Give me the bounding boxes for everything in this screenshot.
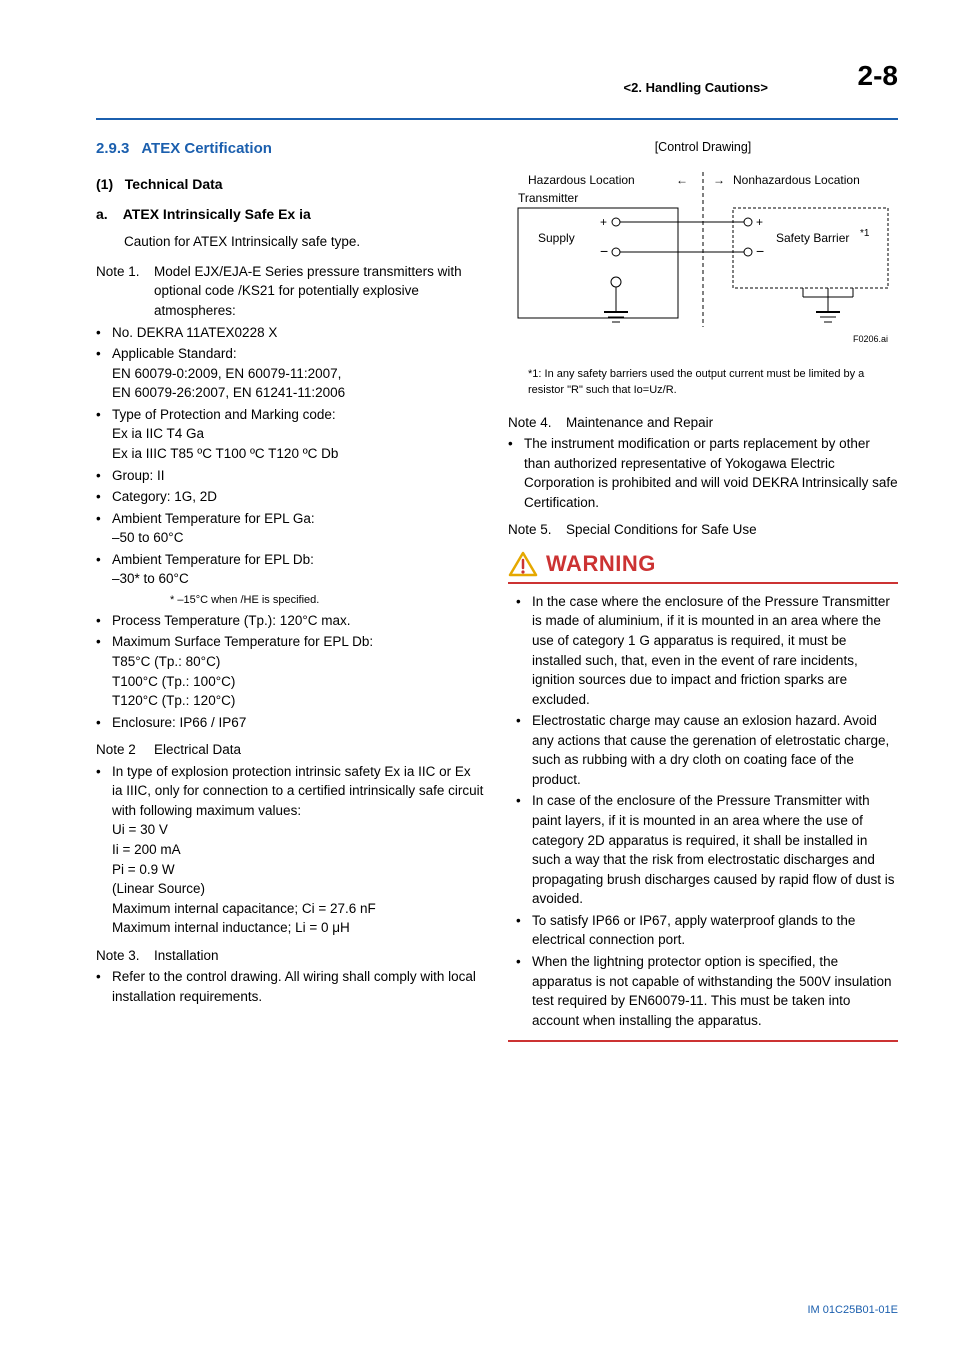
drawing-footnote: *1: In any safety barriers used the outp… [528, 367, 878, 399]
page-number: 2-8 [858, 60, 898, 92]
two-column-layout: 2.9.3 ATEX Certification (1) Technical D… [96, 138, 898, 1042]
note-3-bullets: •Refer to the control drawing. All wirin… [96, 967, 484, 1006]
barrier-label: Safety Barrier [776, 231, 849, 245]
list-item: Maximum Surface Temperature for EPL Db:T… [112, 632, 484, 710]
control-drawing-block: [Control Drawing] Hazardous Location ← →… [508, 138, 898, 399]
sub-a-title: ATEX Intrinsically Safe Ex ia [123, 206, 311, 222]
hazardous-label: Hazardous Location [528, 173, 635, 187]
list-item: When the lightning protector option is s… [532, 952, 898, 1030]
note-1-bullets-cont: •Process Temperature (Tp.): 120°C max. •… [96, 611, 484, 732]
figure-id: F0206.ai [853, 334, 888, 344]
list-item: Process Temperature (Tp.): 120°C max. [112, 611, 484, 631]
subsection-heading: (1) Technical Data [96, 174, 484, 194]
header-rule [96, 118, 898, 120]
warning-header: WARNING [508, 548, 898, 584]
note-4-label: Note 4. [508, 413, 566, 433]
svg-text:+: + [756, 215, 763, 229]
section-number: 2.9.3 [96, 140, 129, 157]
list-item: Type of Protection and Marking code:Ex i… [112, 405, 484, 464]
list-item: Applicable Standard:EN 60079-0:2009, EN … [112, 344, 484, 403]
section-heading: 2.9.3 ATEX Certification [96, 138, 484, 160]
barrier-star: *1 [860, 228, 870, 239]
svg-text:←: ← [676, 173, 688, 187]
warning-bottom-rule [508, 1040, 898, 1042]
supply-label: Supply [538, 231, 575, 245]
note-4-title: Maintenance and Repair [566, 413, 898, 433]
list-item: The instrument modification or parts rep… [524, 434, 898, 512]
note-2: Note 2 Electrical Data •In type of explo… [96, 740, 484, 938]
note-5-label: Note 5. [508, 520, 566, 540]
left-column: 2.9.3 ATEX Certification (1) Technical D… [96, 138, 484, 1042]
note-2-bullets: •In type of explosion protection intrins… [96, 762, 484, 938]
list-item: In case of the enclosure of the Pressure… [532, 791, 898, 908]
subsection-title: Technical Data [125, 176, 223, 192]
svg-text:−: − [600, 243, 608, 259]
list-item: Electrostatic charge may cause an exlosi… [532, 711, 898, 789]
sub-a-heading: a. ATEX Intrinsically Safe Ex ia [96, 204, 484, 224]
list-item: Category: 1G, 2D [112, 487, 484, 507]
note-3-label: Note 3. [96, 946, 154, 966]
note-5-title: Special Conditions for Safe Use [566, 520, 898, 540]
warning-icon [508, 551, 538, 577]
note-1-label: Note 1. [96, 262, 154, 321]
note-2-title: Electrical Data [154, 740, 484, 760]
note-1: Note 1. Model EJX/EJA-E Series pressure … [96, 262, 484, 732]
drawing-title: [Control Drawing] [508, 138, 898, 156]
warning-bullets: •In the case where the enclosure of the … [516, 592, 898, 1030]
note-2-label: Note 2 [96, 740, 154, 760]
warning-title: WARNING [546, 548, 656, 580]
note-1-lead: Model EJX/EJA-E Series pressure transmit… [154, 262, 484, 321]
list-item: Ambient Temperature for EPL Ga:–50 to 60… [112, 509, 484, 548]
list-item: Group: II [112, 466, 484, 486]
sub-a-caution: Caution for ATEX Intrinsically safe type… [124, 232, 484, 252]
list-item: To satisfy IP66 or IP67, apply waterproo… [532, 911, 898, 950]
svg-text:−: − [756, 243, 764, 259]
subsection-label: (1) [96, 176, 113, 192]
list-item: Refer to the control drawing. All wiring… [112, 967, 484, 1006]
note-3-title: Installation [154, 946, 484, 966]
right-column: [Control Drawing] Hazardous Location ← →… [508, 138, 898, 1042]
transmitter-label: Transmitter [518, 191, 578, 205]
note-4: Note 4. Maintenance and Repair •The inst… [508, 413, 898, 513]
footer-doc-code: IM 01C25B01-01E [808, 1304, 899, 1316]
note-5: Note 5. Special Conditions for Safe Use [508, 520, 898, 540]
page-header: <2. Handling Cautions> 2-8 [96, 80, 898, 112]
list-item: In type of explosion protection intrinsi… [112, 762, 484, 938]
chapter-label: <2. Handling Cautions> [624, 80, 768, 95]
nonhazardous-label: Nonhazardous Location [733, 173, 860, 187]
svg-text:+: + [600, 215, 607, 229]
list-item: In the case where the enclosure of the P… [532, 592, 898, 709]
sub-a-label: a. [96, 206, 108, 222]
warning-block: WARNING •In the case where the enclosure… [508, 548, 898, 1042]
note-3: Note 3. Installation •Refer to the contr… [96, 946, 484, 1007]
list-item: Enclosure: IP66 / IP67 [112, 713, 484, 733]
section-title: ATEX Certification [141, 140, 272, 157]
page-root: <2. Handling Cautions> 2-8 2.9.3 ATEX Ce… [0, 0, 954, 1350]
svg-text:→: → [713, 173, 725, 187]
list-item: No. DEKRA 11ATEX0228 X [112, 323, 484, 343]
note-1-bullets: •No. DEKRA 11ATEX0228 X •Applicable Stan… [96, 323, 484, 589]
list-item: Ambient Temperature for EPL Db:–30* to 6… [112, 550, 484, 589]
control-drawing-svg: Hazardous Location ← → Nonhazardous Loca… [508, 162, 898, 357]
note-4-bullets: •The instrument modification or parts re… [508, 434, 898, 512]
he-footnote: * –15°C when /HE is specified. [170, 593, 484, 609]
